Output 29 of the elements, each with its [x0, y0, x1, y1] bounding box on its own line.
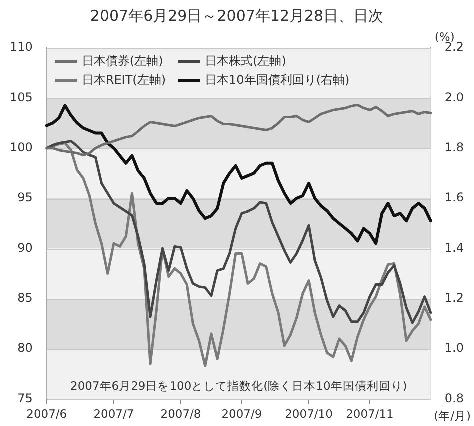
x-tick-label: 2007/9 [222, 407, 262, 422]
y2-tick-label: 1.4 [444, 240, 464, 255]
y2-tick-label: 1.8 [444, 140, 464, 154]
x-axis-title: (年/月) [434, 409, 471, 424]
x-tick-label: 2007/11 [346, 407, 394, 422]
y-tick-label: 90 [18, 240, 33, 255]
y-tick-label: 110 [10, 40, 33, 54]
y-tick-label: 105 [10, 90, 33, 104]
legend-label: 日本株式(左軸) [205, 53, 286, 70]
y2-tick-label: 0.8 [444, 391, 464, 406]
chart-title: 2007年6月29日～2007年12月28日、日次 [90, 6, 384, 25]
y2-axis-title: (%) [434, 30, 455, 44]
x-tick-label: 2007/7 [94, 407, 134, 422]
y2-tick-label: 1.2 [444, 290, 464, 305]
y-tick-label: 80 [18, 341, 33, 356]
x-tick-label: 2007/6 [26, 407, 68, 422]
annotation: 2007年6月29日を100として指数化(除く日本10年国債利回り) [70, 379, 408, 394]
legend-label: 日本債券(左軸) [82, 53, 164, 70]
y2-tick-label: 1.6 [444, 190, 464, 205]
y2-tick-label: 2.0 [444, 90, 464, 104]
legend-label: 日本REIT(左軸) [82, 72, 166, 89]
x-tick-label: 2007/8 [160, 407, 202, 422]
legend-label: 日本10年国債利回り(右軸) [205, 72, 350, 89]
y-tick-label: 85 [18, 290, 33, 305]
x-tick-label: 2007/10 [285, 407, 333, 422]
y-tick-label: 95 [18, 190, 33, 205]
y-tick-label: 75 [18, 391, 33, 406]
y-tick-label: 100 [10, 140, 33, 154]
y2-tick-label: 1.0 [444, 341, 464, 356]
